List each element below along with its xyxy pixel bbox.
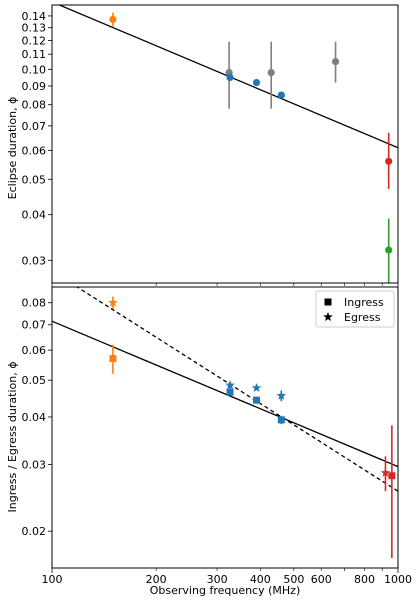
bottom-y-tick-label: 0.02 — [22, 525, 47, 538]
bottom-fit-line-solid — [52, 320, 398, 468]
bottom-y-tick-label: 0.06 — [22, 344, 47, 357]
bottom-axes-frame — [51, 286, 399, 569]
bottom-fit-line-dashed — [76, 287, 398, 492]
bottom-x-tick-label: 100 — [42, 573, 63, 586]
top-panel: 0.03 0.04 0.05 0.06 0.07 0.08 0.09 0.10 0.110.12… — [22, 4, 399, 288]
top-y-tick-label: 0.07 — [22, 120, 47, 133]
top-data-point-circle — [331, 57, 340, 66]
bottom-x-tick-label: 500 — [283, 573, 304, 586]
bottom-data-point-star — [108, 297, 118, 307]
bottom-y-tick-label: 0.03 — [22, 458, 47, 471]
top-plot-area — [57, 5, 398, 283]
bottom-x-tick-label: 1000 — [384, 573, 412, 586]
top-y-axis-label: Eclipse duration, ϕ — [6, 97, 19, 200]
bottom-y-tick-label: 0.05 — [22, 374, 47, 387]
legend-label-egress: Egress — [344, 311, 381, 324]
bottom-y-axis-label: Ingress / Egress duration, ϕ — [6, 362, 19, 513]
legend: Ingress Egress — [315, 290, 395, 328]
top-fit-line-solid — [57, 5, 398, 149]
top-y-tick-label: 0.11 — [22, 48, 47, 61]
bottom-x-tick-label: 600 — [311, 573, 332, 586]
top-y-tick-label: 0.03 — [22, 254, 47, 267]
bottom-data-point-square — [109, 355, 117, 363]
bottom-x-tick-label: 800 — [354, 573, 375, 586]
top-data-point-circle — [385, 246, 393, 254]
bottom-y-tick-label: 0.04 — [22, 411, 47, 424]
bottom-data-point-star — [276, 390, 287, 400]
bottom-data-point-star — [251, 382, 262, 392]
bottom-data-point-star — [380, 467, 391, 477]
top-y-tick-label: 0.14 — [22, 10, 47, 23]
legend-label-ingress: Ingress — [344, 296, 384, 309]
top-y-tick-label: 0.04 — [22, 209, 47, 222]
bottom-data-point-square — [277, 416, 285, 424]
legend-box — [315, 290, 395, 328]
top-data-point-circle — [277, 91, 285, 99]
top-y-tick-label: 0.10 — [22, 63, 47, 76]
bottom-data-point-square — [388, 472, 396, 480]
top-data-point-circle — [109, 15, 117, 23]
top-y-tick-label: 0.12 — [22, 34, 47, 47]
bottom-y-tick-label: 0.08 — [22, 297, 47, 310]
top-data-point-circle — [226, 73, 234, 82]
top-y-tick-label: 0.13 — [22, 22, 47, 35]
bottom-panel: 0.02 0.03 0.04 0.05 0.06 0.07 0.08 100 200 300 400… — [22, 286, 412, 586]
bottom-x-tick-label: 400 — [250, 573, 271, 586]
bottom-y-tick-label: 0.07 — [22, 319, 47, 332]
top-data-point-circle — [252, 78, 261, 87]
top-y-tick-label: 0.05 — [22, 173, 47, 186]
top-data-point-circle — [385, 157, 393, 165]
bottom-x-tick-label: 300 — [207, 573, 228, 586]
bottom-plot-area — [52, 287, 398, 559]
legend-marker-star — [323, 312, 333, 322]
top-y-tick-label: 0.08 — [22, 99, 47, 112]
bottom-data-point-square — [253, 396, 261, 404]
x-axis-label: Observing frequency (MHz) — [150, 584, 300, 597]
bottom-x-tick-label: 200 — [146, 573, 167, 586]
top-y-tick-label: 0.09 — [22, 80, 47, 93]
bottom-data-point-square — [226, 388, 234, 396]
top-axes-frame — [51, 4, 399, 284]
legend-marker-square — [324, 298, 332, 306]
top-data-point-circle — [267, 68, 275, 77]
top-y-tick-label: 0.06 — [22, 144, 47, 157]
bottom-data-point-star — [225, 380, 235, 390]
